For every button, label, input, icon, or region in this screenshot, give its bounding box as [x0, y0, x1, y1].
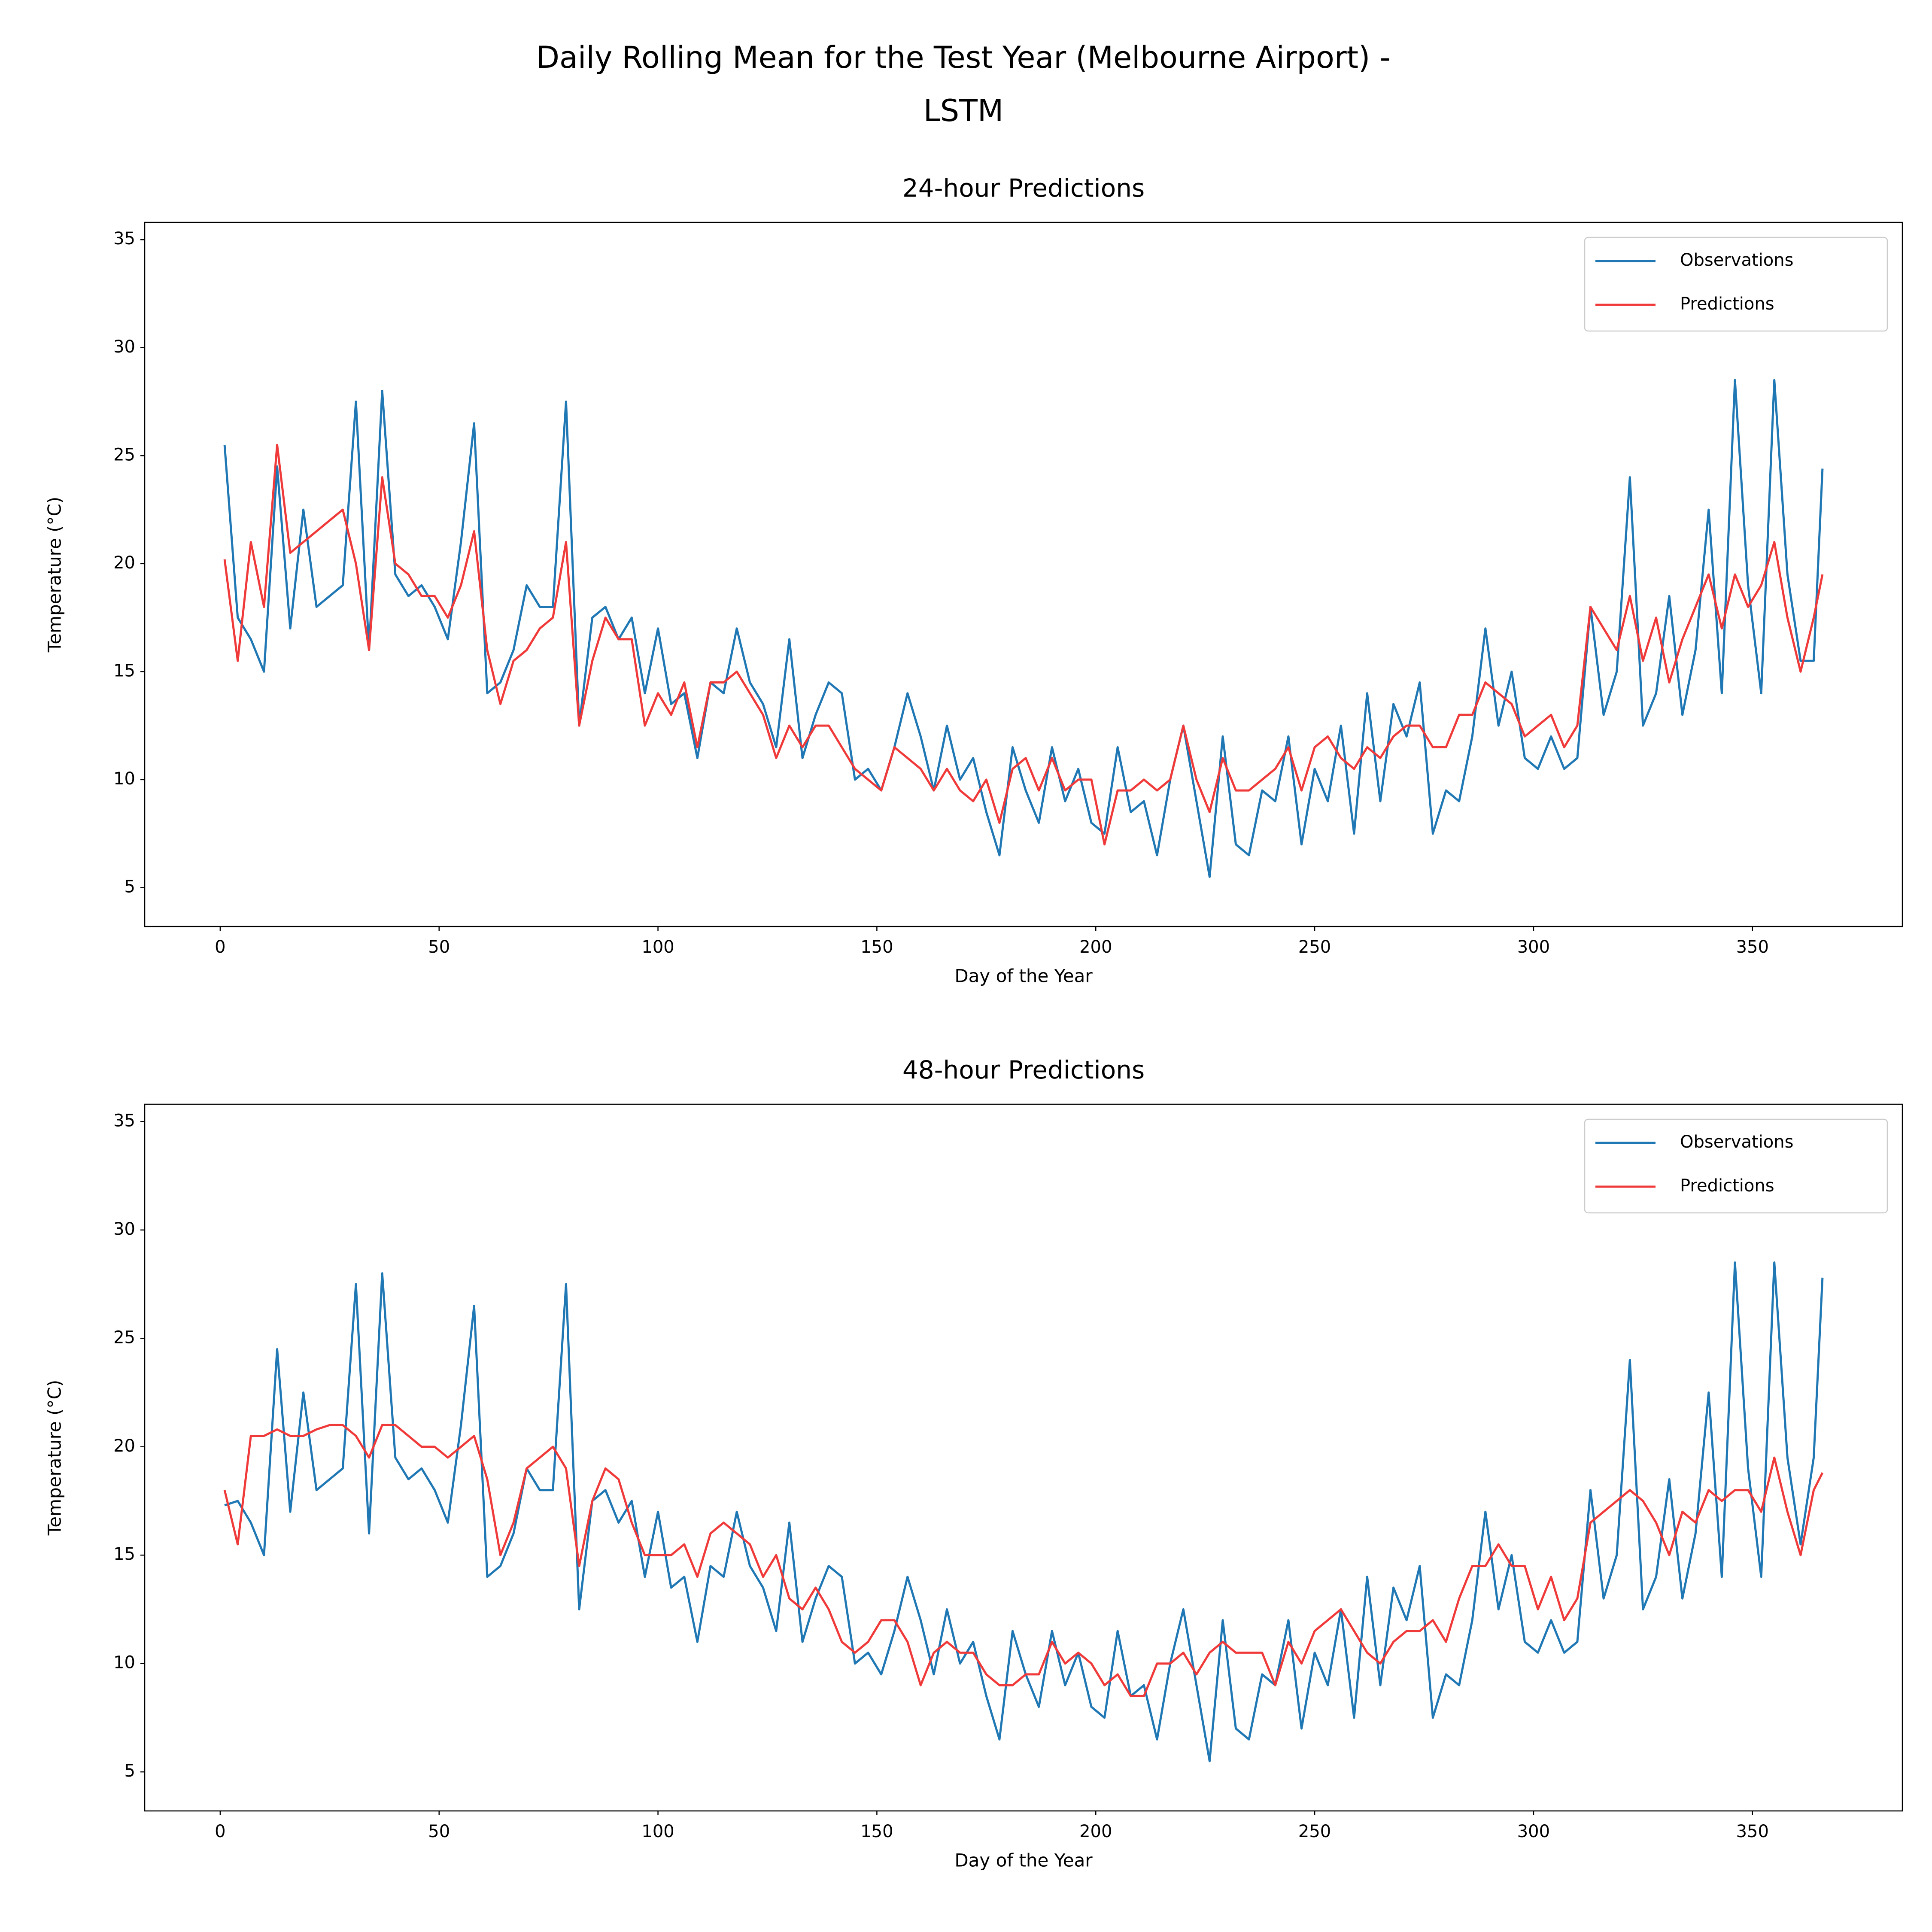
y-tick-label: 35 [113, 1111, 135, 1130]
legend-box [1584, 1118, 1888, 1214]
axes-frame [144, 222, 1903, 927]
x-tick-label: 250 [1298, 1822, 1331, 1841]
series-line [223, 1424, 1824, 1697]
x-tick-label: 250 [1298, 937, 1331, 957]
y-tick-label: 20 [113, 1436, 135, 1456]
series-line [223, 379, 1824, 878]
x-tick-label: 100 [641, 1822, 674, 1841]
x-tick-label: 150 [860, 937, 893, 957]
axes-title: 24-hour Predictions [902, 173, 1145, 203]
x-tick-label: 350 [1736, 1822, 1769, 1841]
x-tick-label: 50 [428, 937, 450, 957]
y-tick-label: 15 [113, 661, 135, 680]
y-axis-label: Temperature (°C) [44, 497, 65, 653]
axes-title: 48-hour Predictions [902, 1055, 1145, 1084]
x-tick-label: 0 [215, 1822, 225, 1841]
figure-title: Daily Rolling Mean for the Test Year (Me… [536, 40, 1391, 128]
y-tick-label: 10 [113, 769, 135, 789]
x-tick-label: 150 [860, 1822, 893, 1841]
y-tick-label: 10 [113, 1653, 135, 1673]
axes-frame [144, 1103, 1903, 1812]
y-axis-label: Temperature (°C) [44, 1380, 65, 1536]
legend-label: Predictions [1680, 1176, 1774, 1196]
y-tick-label: 5 [125, 1761, 135, 1781]
legend-label: Observations [1680, 250, 1793, 270]
series-line [224, 1261, 1824, 1762]
x-tick-label: 200 [1079, 937, 1112, 957]
x-axis-label: Day of the Year [954, 1850, 1093, 1871]
x-tick-label: 0 [215, 937, 225, 957]
y-tick-label: 35 [113, 229, 135, 249]
y-tick-label: 15 [113, 1544, 135, 1564]
y-tick-label: 30 [113, 337, 135, 357]
x-tick-label: 350 [1736, 937, 1769, 957]
x-axis-label: Day of the Year [954, 966, 1093, 987]
y-tick-label: 25 [113, 445, 135, 465]
series-line [223, 444, 1824, 846]
y-tick-label: 25 [113, 1327, 135, 1347]
x-tick-label: 50 [428, 1822, 450, 1841]
legend-box [1584, 237, 1888, 332]
y-tick-label: 30 [113, 1219, 135, 1239]
x-tick-label: 200 [1079, 1822, 1112, 1841]
x-tick-label: 300 [1517, 937, 1550, 957]
legend-label: Predictions [1680, 294, 1774, 314]
y-tick-label: 5 [125, 877, 135, 896]
legend-label: Observations [1680, 1132, 1793, 1152]
x-tick-label: 300 [1517, 1822, 1550, 1841]
y-tick-label: 20 [113, 553, 135, 573]
x-tick-label: 100 [641, 937, 674, 957]
